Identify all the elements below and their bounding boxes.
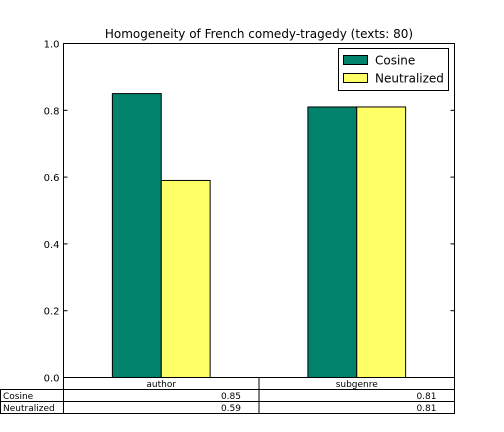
y-tick-label: 1.0	[44, 40, 60, 51]
table-cell: 0.59	[221, 404, 241, 414]
legend: Cosine Neutralized	[339, 49, 449, 91]
y-tick-label: 0.0	[44, 374, 60, 385]
bar-cosine-author	[112, 94, 161, 378]
bar-neutralized-subgenre	[357, 107, 406, 378]
table-cell: 0.81	[416, 404, 436, 414]
legend-label-neutralized: Neutralized	[375, 72, 444, 86]
table-cell: 0.85	[221, 392, 241, 402]
legend-swatch-neutralized	[344, 74, 368, 83]
table-row-label: Neutralized	[3, 404, 55, 414]
bar-neutralized-author	[161, 180, 210, 377]
chart-title: Homogeneity of French comedy-tragedy (te…	[105, 27, 413, 41]
table-col-header: subgenre	[336, 380, 379, 390]
y-tick-label: 0.2	[44, 307, 60, 318]
legend-swatch-cosine	[344, 56, 368, 65]
legend-label-cosine: Cosine	[375, 54, 415, 68]
table-row-label: Cosine	[3, 392, 34, 402]
bar-cosine-subgenre	[308, 107, 357, 378]
table-col-header: author	[146, 380, 176, 390]
y-tick-label: 0.6	[44, 173, 60, 184]
table-cell: 0.81	[416, 392, 436, 402]
y-tick-label: 0.4	[44, 240, 60, 251]
data-table: author subgenre Cosine 0.85 0.81 Neutralized 0…	[1, 378, 455, 415]
bars-group	[112, 94, 405, 378]
y-tick-label: 0.8	[44, 106, 60, 117]
